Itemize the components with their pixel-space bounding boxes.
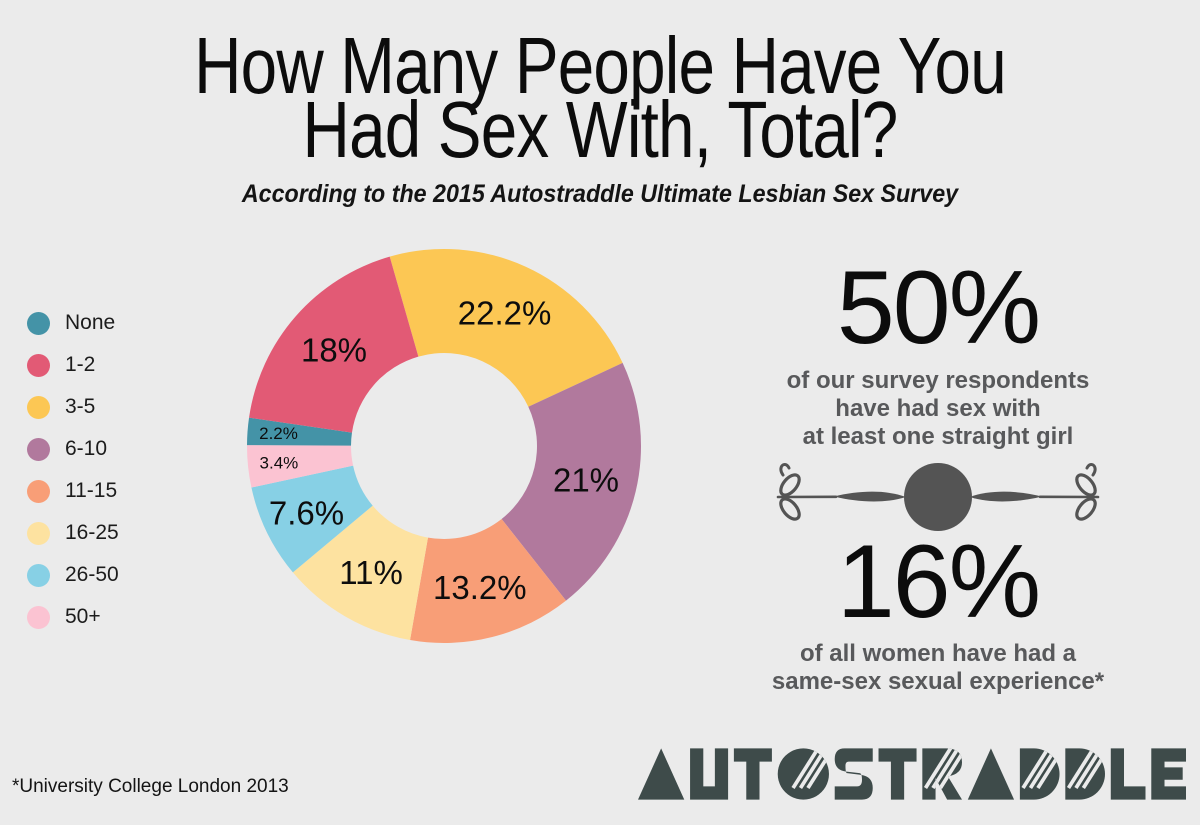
logo-letter-E bbox=[1151, 748, 1186, 800]
stat-top-value: 50% bbox=[836, 250, 1041, 366]
legend-label: 3-5 bbox=[65, 395, 96, 418]
stat-line: have had sex with bbox=[835, 395, 1041, 422]
slice-percentage-label: 13.2% bbox=[433, 569, 527, 606]
slice-percentage-label: 2.2% bbox=[259, 424, 298, 443]
logo-letter-L bbox=[1110, 748, 1146, 800]
legend-label: 11-15 bbox=[65, 479, 118, 502]
slice-percentage-label: 18% bbox=[301, 331, 367, 368]
legend-color-dot-icon bbox=[27, 479, 50, 503]
legend-color-dot-icon bbox=[27, 353, 50, 377]
logo-letter-T bbox=[733, 748, 772, 800]
footnote: *University College London 2013 bbox=[12, 776, 289, 797]
legend-item: 1-2 bbox=[27, 344, 119, 386]
page-title-line1: How Many People Have You bbox=[194, 21, 1007, 110]
donut-slice-3-5 bbox=[389, 248, 623, 407]
stat-bottom-value: 16% bbox=[836, 524, 1041, 640]
legend-color-dot-icon bbox=[27, 521, 50, 545]
logo-letter-D bbox=[1065, 748, 1105, 800]
logo-letter-S bbox=[834, 748, 873, 800]
donut-slice-50+ bbox=[246, 445, 354, 488]
legend-item: 16-25 bbox=[27, 512, 119, 554]
legend-color-dot-icon bbox=[27, 563, 50, 587]
slice-percentage-label: 3.4% bbox=[260, 454, 299, 473]
page-subtitle: According to the 2015 Autostraddle Ultim… bbox=[241, 180, 959, 208]
legend-color-dot-icon bbox=[27, 605, 50, 629]
legend-item: 11-15 bbox=[27, 470, 119, 512]
needle-right-icon bbox=[968, 462, 1101, 524]
slice-percentage-label: 7.6% bbox=[269, 495, 344, 532]
chart-legend: None 1-2 3-5 6-10 11-15 16-25 26-50 50+ bbox=[27, 302, 119, 638]
legend-label: 6-10 bbox=[65, 437, 108, 460]
needle-left-icon bbox=[775, 462, 908, 524]
page-title: How Many People Have You Had Sex With, T… bbox=[108, 21, 1092, 174]
slice-percentage-label: 21% bbox=[553, 461, 619, 498]
donut-chart: 22.2% 21% 13.2% 11% 7.6% 3.4% 2.2% 18% bbox=[246, 248, 641, 643]
logo-letter-D bbox=[1019, 748, 1060, 800]
legend-item: 3-5 bbox=[27, 386, 119, 428]
legend-item: 6-10 bbox=[27, 428, 119, 470]
slice-percentage-label: 11% bbox=[339, 554, 403, 591]
stat-line: of our survey respondents bbox=[786, 367, 1090, 394]
legend-label: 16-25 bbox=[65, 521, 119, 544]
logo-letter-R bbox=[922, 748, 963, 800]
logo-letter-A bbox=[967, 748, 1015, 800]
autostraddle-logo bbox=[638, 748, 1186, 800]
stat-line: same-sex sexual experience* bbox=[771, 668, 1105, 695]
needle-divider-ornament bbox=[775, 462, 1101, 531]
stat-line: at least one straight girl bbox=[802, 423, 1074, 450]
legend-label: 1-2 bbox=[65, 353, 96, 376]
legend-label: None bbox=[65, 311, 116, 334]
divider-circle-icon bbox=[904, 463, 972, 531]
legend-color-dot-icon bbox=[27, 395, 50, 419]
logo-letter-U bbox=[690, 748, 729, 800]
logo-letter-T bbox=[878, 748, 917, 800]
donut-slice-1-2 bbox=[249, 256, 419, 433]
legend-label: 26-50 bbox=[65, 563, 119, 586]
stat-line: of all women have had a bbox=[799, 640, 1077, 667]
legend-item: 50+ bbox=[27, 596, 119, 638]
logo-letter-O bbox=[777, 748, 829, 800]
stat-bottom-description: of all women have had a same-sex sexual e… bbox=[756, 640, 1120, 696]
donut-slice-None bbox=[247, 417, 352, 446]
logo-letter-A bbox=[638, 748, 685, 800]
legend-item: 26-50 bbox=[27, 554, 119, 596]
slice-percentage-label: 22.2% bbox=[458, 295, 552, 332]
stat-top-description: of our survey respondents have had sex wi… bbox=[756, 367, 1120, 451]
donut-slice-16-25 bbox=[292, 505, 428, 641]
legend-item: None bbox=[27, 302, 119, 344]
donut-slice-6-10 bbox=[501, 362, 641, 601]
legend-label: 50+ bbox=[65, 605, 101, 628]
page-title-line2: Had Sex With, Total? bbox=[302, 85, 899, 174]
donut-slice-11-15 bbox=[410, 519, 567, 643]
donut-slice-26-50 bbox=[251, 465, 373, 573]
legend-color-dot-icon bbox=[27, 311, 50, 335]
legend-color-dot-icon bbox=[27, 437, 50, 461]
